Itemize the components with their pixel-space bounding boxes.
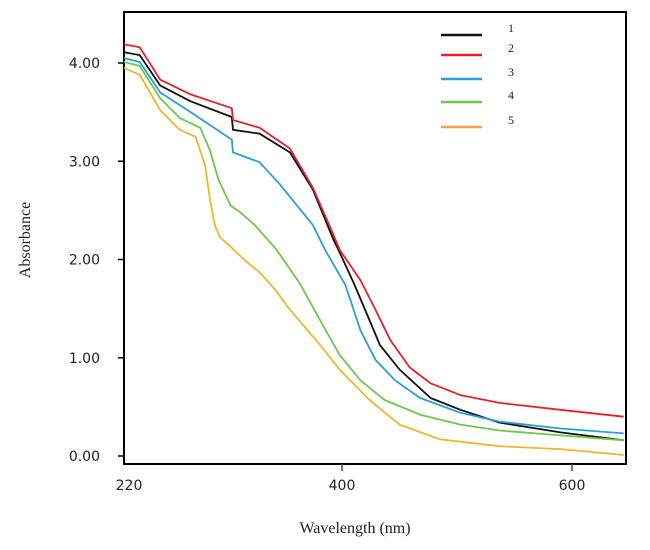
x-tick-label: 600 bbox=[559, 478, 586, 494]
series-line-2 bbox=[123, 43, 624, 418]
x-axis-ticks: 220 400 600 bbox=[116, 464, 586, 494]
legend-label-1: 1 bbox=[508, 21, 514, 35]
series-layer bbox=[123, 43, 624, 456]
y-axis-title: Absorbance bbox=[17, 202, 34, 278]
series-line-4 bbox=[123, 61, 624, 442]
legend-label-3: 3 bbox=[508, 65, 514, 79]
legend-label-2: 2 bbox=[508, 41, 514, 55]
legend-label-5: 5 bbox=[508, 113, 514, 127]
y-tick-label: 2.00 bbox=[69, 253, 100, 269]
x-tick-label: 400 bbox=[329, 478, 356, 494]
series-line-3 bbox=[123, 57, 624, 435]
x-tick-label: 220 bbox=[116, 478, 143, 494]
series-line-1 bbox=[123, 51, 624, 442]
y-tick-label: 1.00 bbox=[69, 351, 100, 367]
y-tick-label: 0.00 bbox=[69, 449, 100, 465]
x-axis-title: Wavelength (nm) bbox=[299, 520, 410, 537]
y-tick-label: 4.00 bbox=[69, 56, 100, 72]
legend: 1 2 3 4 5 bbox=[441, 21, 514, 129]
series-line-5 bbox=[123, 67, 624, 456]
y-tick-label: 3.00 bbox=[69, 154, 100, 170]
y-axis-ticks: 0.00 1.00 2.00 3.00 4.00 bbox=[69, 56, 124, 465]
plot-frame bbox=[123, 11, 627, 465]
legend-label-4: 4 bbox=[508, 88, 514, 102]
